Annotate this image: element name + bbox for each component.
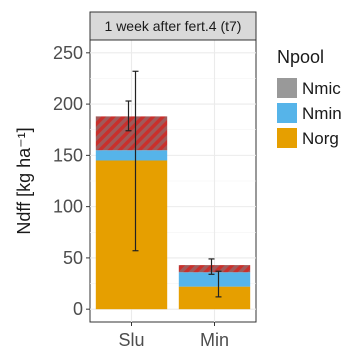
legend-title: Npool bbox=[277, 47, 324, 67]
legend: Npool Nmic Nmin Norg bbox=[277, 47, 342, 148]
bar-nmin-min bbox=[178, 272, 251, 287]
legend-key-norg bbox=[277, 128, 297, 148]
legend-key-nmin bbox=[277, 103, 297, 123]
error-bars bbox=[125, 70, 222, 298]
error-bar-nmic-slu bbox=[125, 100, 132, 132]
y-tick-label: 0 bbox=[73, 299, 83, 319]
bars bbox=[95, 116, 251, 310]
x-tick-label: Min bbox=[200, 330, 229, 350]
bar-norg-slu bbox=[95, 160, 168, 310]
error-bar-nmic-min bbox=[208, 258, 215, 275]
legend-label-nmin: Nmin bbox=[302, 104, 342, 123]
legend-key-nmic bbox=[277, 78, 297, 98]
y-tick-label: 50 bbox=[63, 248, 83, 268]
error-bar-norg-min bbox=[215, 270, 222, 298]
facet-strip bbox=[89, 11, 257, 41]
bar-nmin-slu bbox=[95, 150, 168, 161]
legend-label-norg: Norg bbox=[302, 129, 339, 148]
bar-nmic-slu bbox=[95, 116, 168, 151]
y-tick-label: 100 bbox=[53, 197, 83, 217]
y-axis-title: Ndff [kg ha⁻¹] bbox=[14, 127, 34, 234]
y-tick-label: 250 bbox=[53, 43, 83, 63]
y-axis: 0 50 100 150 200 250 bbox=[53, 43, 90, 319]
y-tick-label: 150 bbox=[53, 145, 83, 165]
bar-nmic-min bbox=[178, 265, 251, 273]
facet-title: 1 week after fert.4 (t7) bbox=[105, 18, 242, 34]
bar-norg-min bbox=[178, 286, 251, 310]
error-bar-norg-slu bbox=[132, 70, 139, 252]
x-axis: Slu Min bbox=[118, 322, 229, 350]
x-tick-label: Slu bbox=[118, 330, 144, 350]
y-tick-label: 200 bbox=[53, 94, 83, 114]
legend-label-nmic: Nmic bbox=[302, 79, 341, 98]
